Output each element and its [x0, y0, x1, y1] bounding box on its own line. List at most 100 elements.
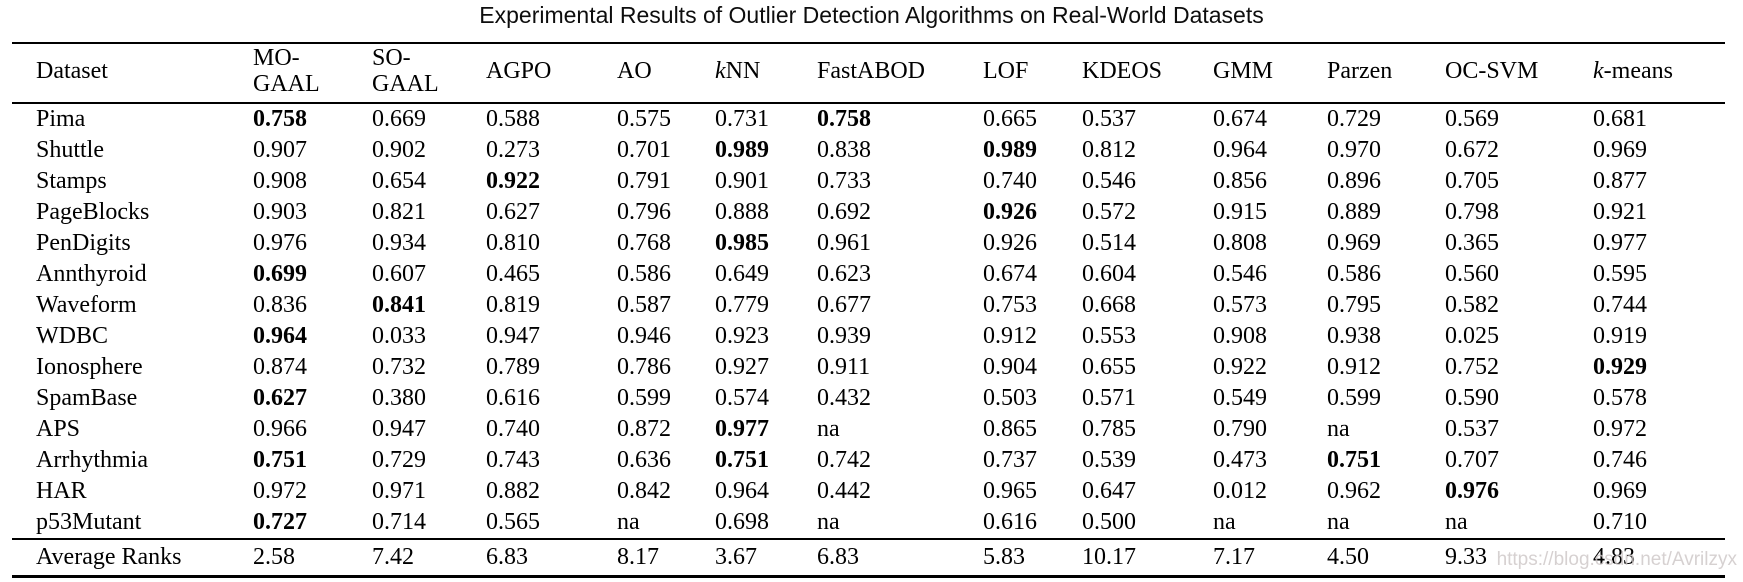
dataset-name: Pima: [36, 106, 86, 132]
value-cell: na: [1327, 509, 1350, 535]
value-cell: 0.546: [1082, 168, 1136, 194]
value-cell: 0.976: [1445, 478, 1499, 504]
table-row: Stamps 0.908 0.654 0.922 0.791 0.901 0.733 0.74…: [12, 166, 1725, 197]
table-row: PageBlocks 0.903 0.821 0.627 0.796 0.888 0.692…: [12, 197, 1725, 228]
value-cell: 0.985: [715, 230, 769, 256]
value-cell: 0.758: [253, 106, 307, 132]
dataset-name: Waveform: [36, 292, 137, 318]
value-cell: 0.665: [983, 106, 1037, 132]
table-title: Experimental Results of Outlier Detectio…: [479, 2, 1264, 28]
value-cell: 0.779: [715, 292, 769, 318]
value-cell: 0.733: [817, 168, 871, 194]
table-header: Dataset MO- GAAL SO- GAAL AGPO AO kNN FastABOD LO…: [12, 43, 1725, 104]
value-cell: 0.908: [1213, 323, 1267, 349]
value-cell: 0.786: [617, 354, 671, 380]
value-cell: 0.727: [253, 509, 307, 535]
value-cell: 0.926: [983, 230, 1037, 256]
value-cell: 0.681: [1593, 106, 1647, 132]
value-cell: na: [817, 416, 840, 442]
value-cell: 0.473: [1213, 447, 1267, 473]
value-cell: 0.795: [1327, 292, 1381, 318]
value-cell: 0.911: [817, 354, 871, 380]
column-header-kdeos: KDEOS: [1082, 43, 1213, 104]
dataset-name: SpamBase: [36, 385, 138, 411]
value-cell: 0.798: [1445, 199, 1499, 225]
column-header-ao: AO: [617, 43, 715, 104]
value-cell: 0.432: [817, 385, 871, 411]
value-cell: 0.586: [1327, 261, 1381, 287]
value-cell: 0.865: [983, 416, 1037, 442]
value-cell: 0.946: [617, 323, 671, 349]
value-cell: 0.752: [1445, 354, 1499, 380]
value-cell: 0.907: [253, 137, 307, 163]
value-cell: 0.758: [817, 106, 871, 132]
value-cell: 0.922: [1213, 354, 1267, 380]
table-row: PenDigits 0.976 0.934 0.810 0.768 0.985 0.961 0…: [12, 228, 1725, 259]
dataset-name: PageBlocks: [36, 199, 150, 225]
table-row: Waveform 0.836 0.841 0.819 0.587 0.779 0.677 0.…: [12, 290, 1725, 321]
value-cell: 0.912: [983, 323, 1037, 349]
value-cell: 0.442: [817, 478, 871, 504]
value-cell: 0.904: [983, 354, 1037, 380]
value-cell: 0.744: [1593, 292, 1647, 318]
value-cell: 0.969: [1327, 230, 1381, 256]
value-cell: 10.17: [1082, 538, 1213, 577]
value-cell: 0.572: [1082, 199, 1136, 225]
value-cell: 0.919: [1593, 323, 1647, 349]
value-cell: 0.838: [817, 137, 871, 163]
value-cell: 0.743: [486, 447, 540, 473]
value-cell: 0.976: [253, 230, 307, 256]
value-cell: 0.586: [617, 261, 671, 287]
value-cell: 0.842: [617, 478, 671, 504]
value-cell: 6.83: [817, 538, 983, 577]
value-cell: 0.927: [715, 354, 769, 380]
value-cell: 0.560: [1445, 261, 1499, 287]
value-cell: 0.654: [372, 168, 426, 194]
value-cell: 0.962: [1327, 478, 1381, 504]
value-cell: 9.33: [1445, 538, 1593, 577]
value-cell: 0.674: [983, 261, 1037, 287]
value-cell: 0.514: [1082, 230, 1136, 256]
value-cell: 0.841: [372, 292, 426, 318]
value-cell: 0.751: [253, 447, 307, 473]
table-footer: Average Ranks 2.58 7.42 6.83 8.17 3.67 6.83 5.8…: [12, 538, 1725, 577]
value-cell: na: [817, 509, 840, 535]
value-cell: 7.42: [372, 538, 486, 577]
value-cell: 0.565: [486, 509, 540, 535]
value-cell: 0.701: [617, 137, 671, 163]
value-cell: 0.714: [372, 509, 426, 535]
value-cell: 0.692: [817, 199, 871, 225]
value-cell: 6.83: [486, 538, 617, 577]
table-row: APS 0.966 0.947 0.740 0.872 0.977 na 0.865 0.785…: [12, 414, 1725, 445]
value-cell: 0.595: [1593, 261, 1647, 287]
value-cell: 0.574: [715, 385, 769, 411]
value-cell: 0.573: [1213, 292, 1267, 318]
value-cell: 0.961: [817, 230, 871, 256]
value-cell: 0.947: [486, 323, 540, 349]
value-cell: 0.677: [817, 292, 871, 318]
value-cell: 0.903: [253, 199, 307, 225]
value-cell: 0.977: [1593, 230, 1647, 256]
value-cell: 0.599: [617, 385, 671, 411]
value-cell: 0.669: [372, 106, 426, 132]
value-cell: 7.17: [1213, 538, 1327, 577]
value-cell: 0.989: [715, 137, 769, 163]
value-cell: 0.553: [1082, 323, 1136, 349]
value-cell: 0.710: [1593, 509, 1647, 535]
value-cell: 0.588: [486, 106, 540, 132]
value-cell: 0.810: [486, 230, 540, 256]
value-cell: 0.578: [1593, 385, 1647, 411]
column-header-parzen: Parzen: [1327, 43, 1445, 104]
value-cell: 0.977: [715, 416, 769, 442]
table-row: Pima 0.758 0.669 0.588 0.575 0.731 0.758 0.665 0…: [12, 103, 1725, 135]
value-cell: 0.729: [1327, 106, 1381, 132]
value-cell: 0.915: [1213, 199, 1267, 225]
dataset-name: p53Mutant: [36, 509, 142, 535]
value-cell: 0.872: [617, 416, 671, 442]
table-row: p53Mutant 0.727 0.714 0.565 na 0.698 na 0.616 0.…: [12, 507, 1725, 539]
value-cell: 0.599: [1327, 385, 1381, 411]
value-cell: 0.627: [486, 199, 540, 225]
value-cell: 0.836: [253, 292, 307, 318]
table-row: SpamBase 0.627 0.380 0.616 0.599 0.574 0.432 0.…: [12, 383, 1725, 414]
table-row: Ionosphere 0.874 0.732 0.789 0.786 0.927 0.911…: [12, 352, 1725, 383]
